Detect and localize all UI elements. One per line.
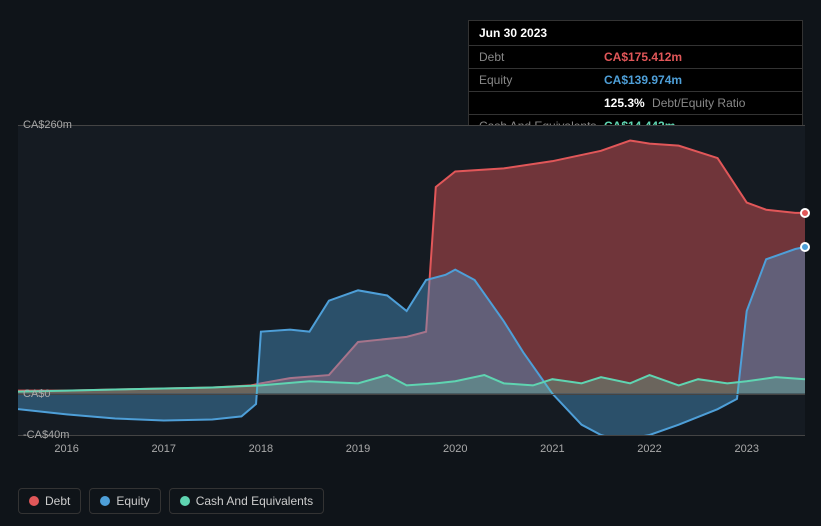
tooltip-row-value: 125.3% Debt/Equity Ratio <box>604 96 745 110</box>
tooltip-row-extra: Debt/Equity Ratio <box>649 96 746 110</box>
tooltip-row: 125.3% Debt/Equity Ratio <box>469 92 802 115</box>
x-axis-label: 2017 <box>151 443 175 455</box>
series-marker <box>800 208 810 218</box>
legend-item[interactable]: Cash And Equivalents <box>169 488 324 514</box>
x-axis-label: 2019 <box>346 443 370 455</box>
x-axis-label: 2018 <box>249 443 273 455</box>
legend-item[interactable]: Equity <box>89 488 160 514</box>
legend-label: Debt <box>45 494 70 508</box>
tooltip-panel: Jun 30 2023 DebtCA$175.412mEquityCA$139.… <box>468 20 803 138</box>
tooltip-row: EquityCA$139.974m <box>469 69 802 92</box>
tooltip-row-value: CA$175.412m <box>604 50 682 64</box>
legend: Debt Equity Cash And Equivalents <box>18 488 324 514</box>
tooltip-rows: DebtCA$175.412mEquityCA$139.974m125.3% D… <box>469 46 802 137</box>
series-marker <box>800 242 810 252</box>
x-axis-label: 2016 <box>54 443 78 455</box>
y-axis-label: -CA$40m <box>23 429 69 441</box>
y-axis-label: CA$260m <box>23 119 72 131</box>
x-axis-label: 2020 <box>443 443 467 455</box>
gridline <box>18 394 805 395</box>
plot-area[interactable]: CA$260mCA$0-CA$40m <box>18 125 805 435</box>
legend-dot-icon <box>29 496 39 506</box>
legend-item[interactable]: Debt <box>18 488 81 514</box>
chart-svg <box>18 125 805 435</box>
tooltip-row-label <box>479 96 604 110</box>
x-axis-label: 2023 <box>734 443 758 455</box>
tooltip-row-label: Debt <box>479 50 604 64</box>
gridline <box>18 125 805 126</box>
tooltip-row-label: Equity <box>479 73 604 87</box>
tooltip-row-value: CA$139.974m <box>604 73 682 87</box>
chart-container: CA$260mCA$0-CA$40m 201620172018201920202… <box>18 125 805 465</box>
gridline <box>18 435 805 436</box>
x-axis-label: 2021 <box>540 443 564 455</box>
legend-dot-icon <box>100 496 110 506</box>
x-axis-label: 2022 <box>637 443 661 455</box>
legend-label: Equity <box>116 494 149 508</box>
legend-dot-icon <box>180 496 190 506</box>
x-axis-labels: 2016 2017 2018 2019 2020 2021 2022 2023 <box>18 443 805 463</box>
legend-label: Cash And Equivalents <box>196 494 313 508</box>
tooltip-row: DebtCA$175.412m <box>469 46 802 69</box>
tooltip-date: Jun 30 2023 <box>469 21 802 46</box>
y-axis-label: CA$0 <box>23 388 51 400</box>
